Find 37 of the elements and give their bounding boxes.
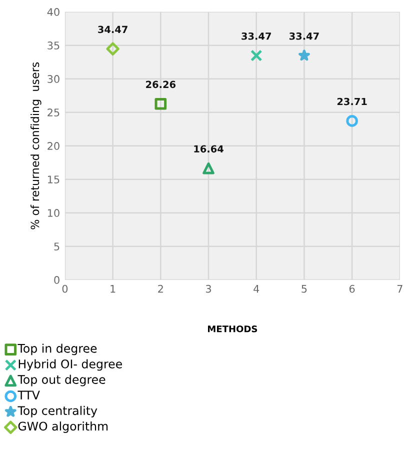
y-tick-label: 0 — [54, 276, 60, 284]
x-tick-label: 7 — [397, 285, 402, 293]
y-tick-label: 40 — [47, 8, 60, 16]
y-tick-label: 25 — [48, 108, 60, 116]
data-label: 33.47 — [242, 32, 271, 40]
x-tick-label: 4 — [254, 285, 260, 293]
y-tick-label: 10 — [48, 209, 60, 217]
point — [250, 50, 262, 62]
x-tick-label: 0 — [62, 284, 68, 293]
x-tick-label: 1 — [110, 285, 116, 293]
legend-label: Top out degree — [18, 374, 106, 386]
data-label: 23.71 — [337, 98, 367, 106]
legend-label: TTV — [18, 390, 40, 400]
x-axis-title: METHODS — [208, 325, 258, 332]
y-tick-label: 35 — [48, 42, 60, 50]
x-tick-label: 5 — [302, 285, 307, 293]
legend-label: GWO algorithm — [18, 421, 108, 433]
legend-label: Hybrid OI- degree — [18, 359, 122, 371]
y-tick-label: 20 — [48, 142, 60, 150]
data-label: 34.47 — [98, 26, 128, 34]
point — [106, 42, 120, 56]
y-axis-title: % of returned confiding users — [30, 62, 42, 230]
data-label: 16.64 — [194, 145, 224, 153]
x-tick-label: 3 — [206, 284, 211, 293]
point — [346, 115, 358, 127]
point — [154, 98, 167, 110]
data-label: 33.47 — [289, 32, 319, 40]
x-tick-label: 6 — [349, 284, 355, 293]
y-tick-label: 5 — [54, 242, 60, 250]
point — [298, 50, 310, 61]
y-tick-label: 15 — [48, 176, 60, 184]
legend-label: Top in degree — [18, 344, 97, 356]
x-tick-label: 2 — [158, 284, 163, 293]
point — [202, 162, 214, 174]
data-label: 26.26 — [146, 80, 176, 88]
legend-label: Top centrality — [18, 406, 98, 418]
y-tick-label: 30 — [48, 75, 60, 83]
